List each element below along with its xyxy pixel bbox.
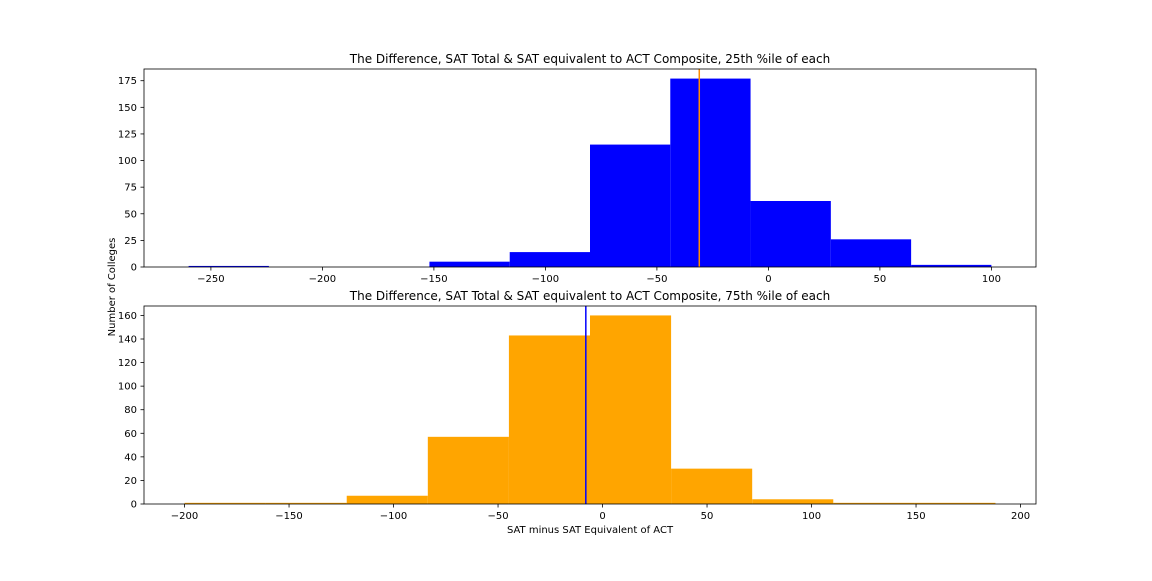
subplot-25th-percentile: The Difference, SAT Total & SAT equivale… [118, 52, 1037, 285]
histogram-bar-75th-8 [833, 502, 915, 504]
histogram-bar-25th-9 [911, 264, 992, 267]
x-tick-label-75th-0: −200 [171, 511, 198, 522]
histogram-bar-75th-0 [184, 502, 266, 504]
x-tick-label-25th-3: −100 [532, 274, 559, 285]
x-tick-label-25th-4: −50 [646, 274, 667, 285]
y-tick-label-25th-3: 75 [124, 183, 137, 194]
histogram-bar-25th-6 [670, 78, 751, 267]
x-tick-label-75th-6: 100 [802, 511, 821, 522]
y-tick-label-25th-7: 175 [118, 76, 137, 87]
y-axis-label: Number of Colleges [107, 238, 118, 337]
histogram-bar-25th-3 [429, 261, 510, 267]
x-tick-label-25th-0: −250 [197, 274, 224, 285]
y-tick-label-75th-6: 120 [118, 358, 137, 369]
y-tick-label-75th-7: 140 [118, 335, 137, 346]
y-tick-label-75th-2: 40 [124, 452, 137, 463]
y-tick-label-75th-3: 60 [124, 429, 137, 440]
subplot-75th-percentile: The Difference, SAT Total & SAT equivale… [118, 289, 1037, 522]
x-tick-label-75th-3: −50 [487, 511, 508, 522]
y-tick-label-25th-5: 125 [118, 129, 137, 140]
histogram-bar-25th-4 [509, 252, 590, 267]
histogram-bar-75th-9 [914, 502, 996, 504]
y-tick-label-75th-0: 0 [131, 500, 137, 511]
chart-title-25th: The Difference, SAT Total & SAT equivale… [349, 52, 830, 66]
histogram-bar-25th-0 [188, 265, 269, 267]
x-tick-label-75th-4: 0 [599, 511, 605, 522]
x-tick-label-75th-8: 200 [1011, 511, 1030, 522]
histogram-bar-75th-1 [265, 502, 347, 504]
x-tick-label-75th-2: −100 [380, 511, 407, 522]
y-tick-label-75th-8: 160 [118, 311, 137, 322]
histogram-bar-75th-4 [508, 335, 590, 504]
x-axis-label: SAT minus SAT Equivalent of ACT [507, 525, 674, 536]
y-tick-label-75th-4: 80 [124, 405, 137, 416]
histogram-bar-75th-2 [346, 495, 428, 504]
histogram-bar-25th-8 [830, 239, 912, 267]
y-tick-label-25th-0: 0 [131, 263, 137, 274]
y-tick-label-75th-1: 20 [124, 476, 137, 487]
y-tick-label-25th-6: 150 [118, 103, 137, 114]
x-tick-label-75th-1: −150 [275, 511, 302, 522]
y-tick-label-25th-1: 25 [124, 236, 137, 247]
x-tick-label-25th-2: −150 [420, 274, 447, 285]
histogram-bar-75th-5 [590, 315, 672, 504]
x-tick-label-25th-7: 100 [982, 274, 1001, 285]
y-tick-label-25th-4: 100 [118, 156, 137, 167]
chart-title-75th: The Difference, SAT Total & SAT equivale… [349, 289, 830, 303]
x-tick-label-25th-5: 0 [765, 274, 771, 285]
y-tick-label-25th-2: 50 [124, 209, 137, 220]
histogram-bar-25th-5 [590, 144, 671, 267]
histogram-bar-75th-7 [752, 499, 834, 504]
x-tick-label-75th-5: 50 [701, 511, 714, 522]
x-tick-label-25th-6: 50 [874, 274, 887, 285]
axes-frame-25th [143, 68, 1037, 268]
histogram-bar-25th-7 [750, 201, 831, 267]
y-tick-label-75th-5: 100 [118, 382, 137, 393]
histogram-bar-75th-3 [427, 436, 509, 504]
axes-frame-75th [143, 305, 1037, 505]
x-tick-label-75th-7: 150 [906, 511, 925, 522]
histogram-bar-75th-6 [671, 468, 753, 504]
x-tick-label-25th-1: −200 [309, 274, 336, 285]
